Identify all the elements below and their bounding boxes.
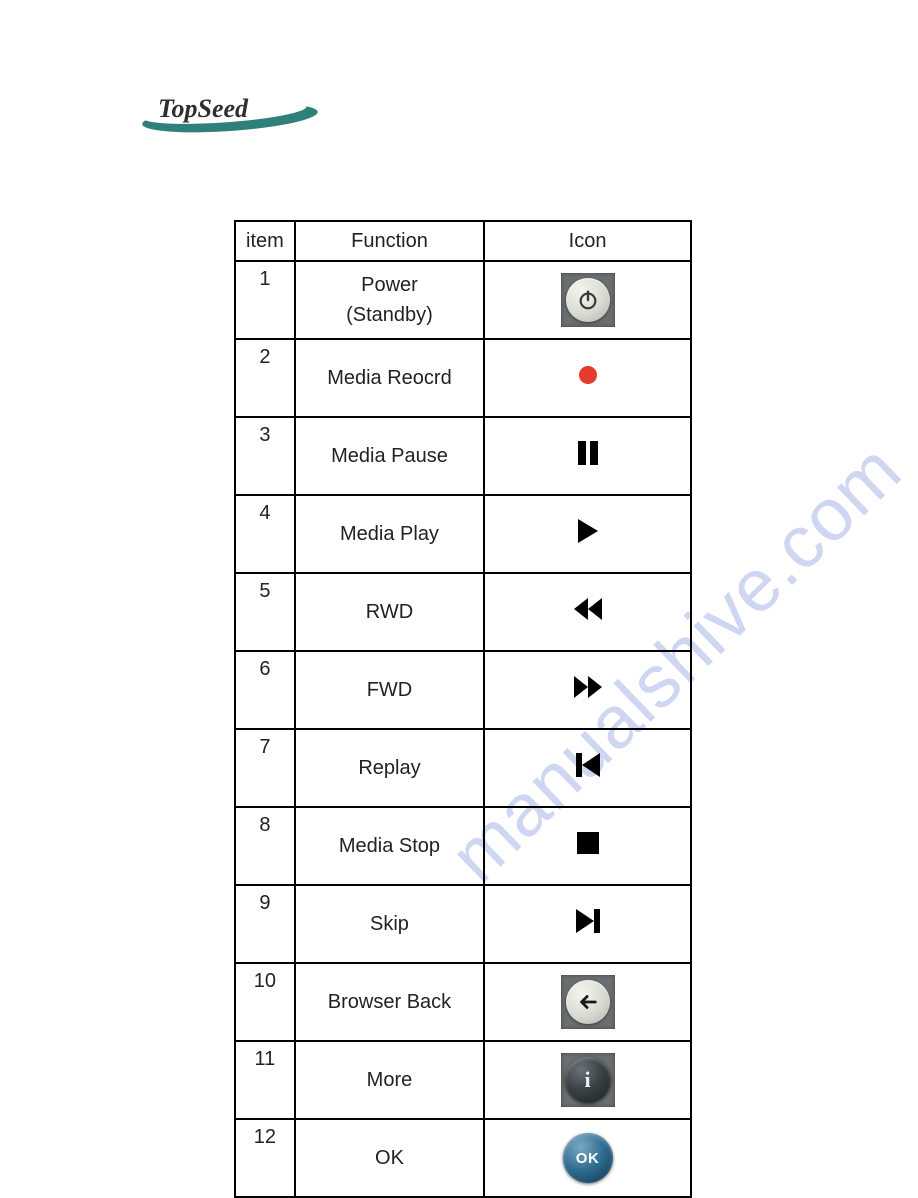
table-row: 7 Replay: [235, 729, 691, 807]
cell-function: Replay: [295, 729, 484, 807]
table-row: 9 Skip: [235, 885, 691, 963]
fwd-icon: [574, 676, 602, 698]
stop-icon: [577, 832, 599, 854]
cell-icon: [484, 495, 691, 573]
pause-icon: [578, 441, 598, 465]
cell-item: 10: [235, 963, 295, 1041]
back-icon: [561, 975, 615, 1029]
cell-item: 4: [235, 495, 295, 573]
cell-icon: [484, 651, 691, 729]
cell-function: RWD: [295, 573, 484, 651]
info-icon: i: [561, 1053, 615, 1107]
ok-label: OK: [576, 1150, 600, 1167]
table-header-row: item Function Icon: [235, 221, 691, 261]
rwd-icon: [574, 598, 602, 620]
cell-item: 8: [235, 807, 295, 885]
cell-function: Skip: [295, 885, 484, 963]
cell-function: OK: [295, 1119, 484, 1197]
function-table: item Function Icon 1 Power (Standby): [234, 220, 692, 1198]
cell-item: 2: [235, 339, 295, 417]
cell-icon: [484, 885, 691, 963]
table-row: 2 Media Reocrd: [235, 339, 691, 417]
col-icon: Icon: [484, 221, 691, 261]
table-row: 11 More i: [235, 1041, 691, 1119]
cell-icon: [484, 261, 691, 339]
logo: TopSeed: [140, 88, 320, 148]
power-icon: [561, 273, 615, 327]
func-line1: Power: [361, 274, 418, 296]
cell-function: Media Play: [295, 495, 484, 573]
cell-item: 12: [235, 1119, 295, 1197]
cell-item: 6: [235, 651, 295, 729]
cell-item: 11: [235, 1041, 295, 1119]
record-icon: [579, 366, 597, 384]
table-row: 10 Browser Back: [235, 963, 691, 1041]
cell-function: Media Stop: [295, 807, 484, 885]
replay-icon: [576, 753, 600, 777]
cell-icon: [484, 339, 691, 417]
cell-item: 7: [235, 729, 295, 807]
table-row: 8 Media Stop: [235, 807, 691, 885]
ok-icon: OK: [563, 1133, 613, 1183]
cell-function: FWD: [295, 651, 484, 729]
col-function: Function: [295, 221, 484, 261]
cell-icon: i: [484, 1041, 691, 1119]
col-item: item: [235, 221, 295, 261]
cell-item: 3: [235, 417, 295, 495]
cell-icon: [484, 807, 691, 885]
cell-function: More: [295, 1041, 484, 1119]
skip-icon: [576, 909, 600, 933]
cell-icon: [484, 729, 691, 807]
cell-item: 5: [235, 573, 295, 651]
func-line2: (Standby): [346, 304, 433, 326]
cell-function: Browser Back: [295, 963, 484, 1041]
cell-item: 9: [235, 885, 295, 963]
cell-function: Media Pause: [295, 417, 484, 495]
cell-icon: [484, 417, 691, 495]
cell-item: 1: [235, 261, 295, 339]
cell-icon: [484, 963, 691, 1041]
table-row: 3 Media Pause: [235, 417, 691, 495]
table-row: 1 Power (Standby): [235, 261, 691, 339]
play-icon: [578, 519, 598, 543]
table-row: 4 Media Play: [235, 495, 691, 573]
cell-icon: OK: [484, 1119, 691, 1197]
table-row: 12 OK OK: [235, 1119, 691, 1197]
logo-text: TopSeed: [158, 94, 248, 124]
table-row: 5 RWD: [235, 573, 691, 651]
cell-icon: [484, 573, 691, 651]
cell-function: Media Reocrd: [295, 339, 484, 417]
table-row: 6 FWD: [235, 651, 691, 729]
cell-function: Power (Standby): [295, 261, 484, 339]
